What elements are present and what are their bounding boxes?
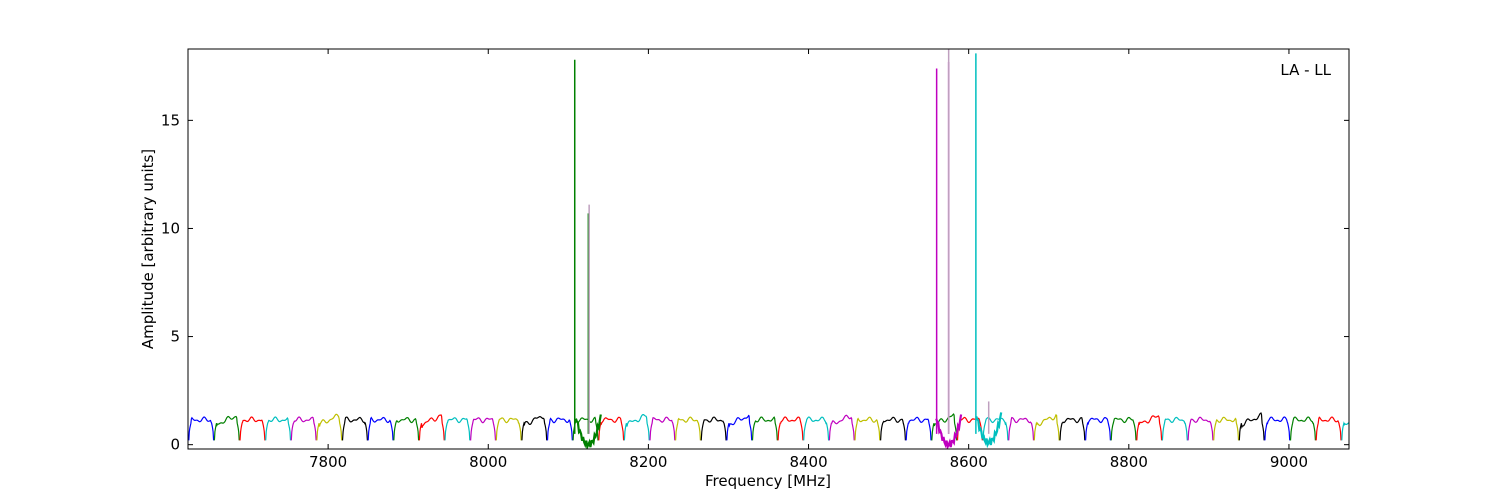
channel-series	[982, 416, 1009, 441]
channel-series	[546, 417, 573, 441]
notch-series	[975, 412, 1003, 449]
x-tick-label: 8400	[789, 453, 827, 471]
channel-series	[1187, 416, 1214, 441]
channel-series	[316, 413, 343, 441]
channel-series	[239, 416, 266, 441]
channel-series	[188, 416, 215, 441]
y-tick-label: 15	[161, 111, 180, 129]
channel-series	[854, 416, 881, 441]
channel-series	[393, 416, 420, 441]
channel-series	[1341, 421, 1349, 441]
channel-series	[1315, 416, 1342, 441]
x-tick-label: 8000	[469, 453, 507, 471]
channel-series	[726, 414, 753, 441]
channel-series	[265, 416, 292, 441]
spike-layer	[573, 49, 990, 434]
x-axis: 7800 8000 8200 8400 8600 8800 9000	[309, 49, 1308, 471]
channel-series	[1264, 416, 1291, 441]
channel-series	[931, 413, 958, 441]
channel-series	[367, 416, 394, 441]
channel-series	[341, 416, 368, 441]
channel-series	[1085, 417, 1111, 441]
chart-annotation: LA - LL	[1280, 61, 1331, 79]
channel-series	[880, 416, 906, 441]
notch-series	[574, 414, 602, 449]
channel-series	[1213, 416, 1240, 441]
series-layer	[188, 412, 1349, 449]
channel-series	[598, 416, 625, 441]
channel-series	[495, 417, 522, 441]
channel-series	[418, 414, 445, 441]
y-axis-title: Amplitude [arbitrary units]	[139, 149, 157, 349]
x-tick-label: 8600	[950, 453, 988, 471]
channel-series	[1161, 416, 1188, 441]
channel-series	[1059, 417, 1086, 441]
channel-series	[905, 416, 932, 441]
y-tick-label: 10	[161, 219, 180, 237]
channel-series	[803, 416, 830, 441]
channel-series	[623, 414, 650, 441]
x-tick-label: 9000	[1270, 453, 1308, 471]
channel-series	[521, 415, 548, 441]
channel-series	[1289, 416, 1316, 441]
channel-series	[1136, 415, 1163, 441]
channel-series	[1110, 416, 1137, 441]
x-tick-label: 8200	[629, 453, 667, 471]
channel-series	[700, 416, 727, 441]
plot-frame	[187, 48, 1350, 450]
channel-series	[751, 416, 778, 441]
channel-series	[290, 416, 317, 441]
channel-series	[470, 417, 497, 441]
channel-series	[1033, 413, 1060, 441]
x-axis-title: Frequency [MHz]	[705, 472, 831, 490]
channel-series	[675, 416, 701, 441]
x-tick-label: 8800	[1110, 453, 1148, 471]
channel-series	[956, 416, 983, 441]
channel-series	[828, 414, 855, 441]
channel-series	[777, 416, 804, 441]
y-axis: 0 5 10 15	[161, 111, 1349, 454]
channel-series	[649, 416, 676, 441]
channel-series	[1238, 412, 1265, 441]
y-tick-label: 0	[170, 436, 180, 454]
x-tick-label: 7800	[309, 453, 347, 471]
notch-series	[935, 414, 963, 449]
channel-series	[444, 417, 471, 441]
y-tick-label: 5	[170, 328, 180, 346]
channel-series	[213, 415, 240, 441]
channel-series	[1008, 416, 1035, 441]
